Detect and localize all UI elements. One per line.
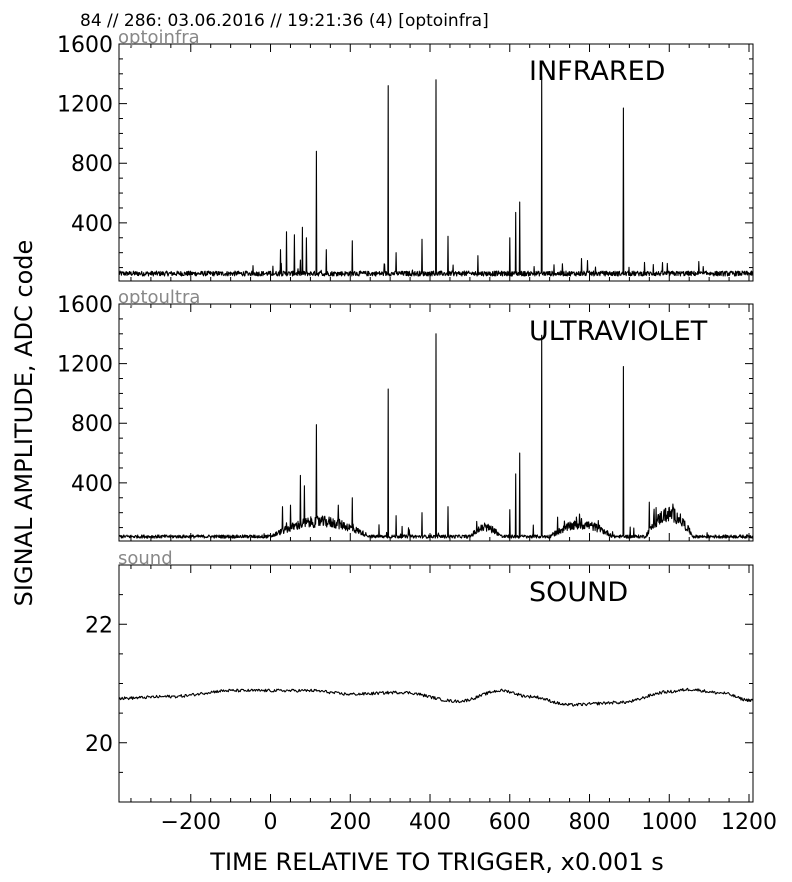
sound-trace — [118, 687, 754, 707]
y-tick-label: 800 — [71, 152, 113, 177]
panel-title: SOUND — [529, 577, 628, 608]
panel-optoultra: 400 800 1200 1600 optoultra ULTRAVIOLET — [57, 287, 754, 542]
x-tick-label: −200 — [161, 810, 221, 835]
x-tick-label: 1000 — [641, 810, 697, 835]
panel-title: ULTRAVIOLET — [529, 316, 708, 347]
y-tick-label: 400 — [71, 472, 113, 497]
panel-optoinfra: 400 800 1200 1600 optoinfra INFRARED — [57, 27, 754, 282]
y-tick-label: 1600 — [57, 293, 113, 318]
figure-title: 84 // 286: 03.06.2016 // 19:21:36 (4) [o… — [80, 11, 489, 31]
optoinfra-trace — [118, 76, 754, 277]
channel-label: optoinfra — [118, 27, 200, 48]
y-tick-label: 400 — [71, 212, 113, 237]
y-tick-label: 1200 — [57, 353, 113, 378]
y-tick-label: 800 — [71, 412, 113, 437]
x-tick-label: 600 — [489, 810, 531, 835]
panel-frame — [118, 43, 754, 282]
x-tick-label: 0 — [264, 810, 278, 835]
x-axis-label: TIME RELATIVE TO TRIGGER, x0.001 s — [209, 848, 663, 876]
optoultra-trace — [118, 333, 754, 539]
y-tick-label: 1600 — [57, 33, 113, 58]
panel-frame — [118, 303, 754, 542]
channel-label: sound — [118, 548, 173, 569]
channel-label: optoultra — [118, 287, 200, 308]
x-tick-label: 800 — [569, 810, 611, 835]
y-tick-label: 1200 — [57, 93, 113, 118]
y-tick-label: 22 — [85, 613, 113, 638]
x-tick-label: 400 — [409, 810, 451, 835]
y-axis-label: SIGNAL AMPLITUDE, ADC code — [10, 240, 38, 607]
x-tick-label: 200 — [329, 810, 371, 835]
panel-frame — [118, 564, 754, 803]
y-tick-label: 20 — [85, 732, 113, 757]
panel-sound: 20 22 sound SOUND −200 0 200 400 600 800 1000 1200 — [85, 548, 777, 835]
x-tick-label: 1200 — [721, 810, 777, 835]
panel-title: INFRARED — [529, 56, 665, 87]
